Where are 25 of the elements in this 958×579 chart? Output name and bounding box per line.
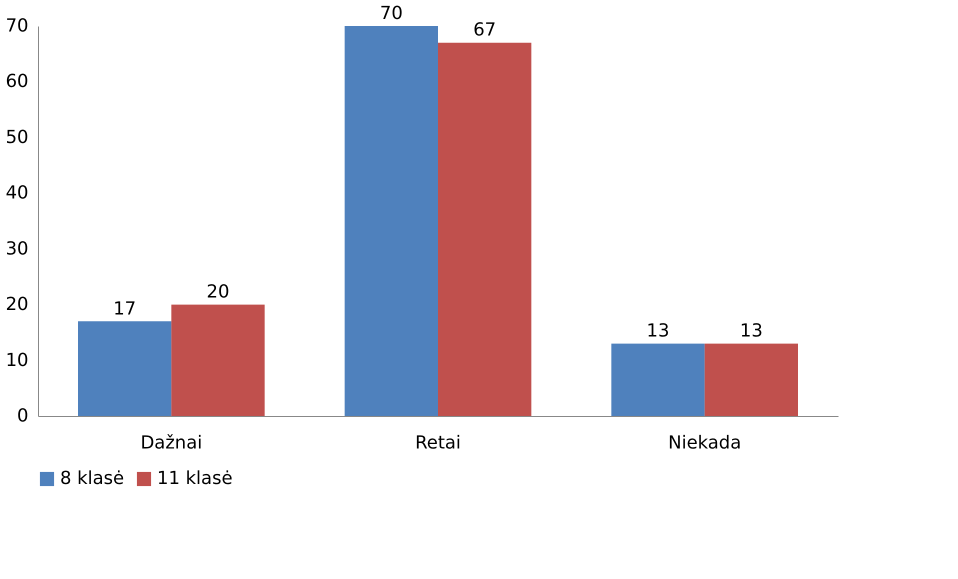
data-label: 13 xyxy=(646,320,670,342)
bar xyxy=(438,42,532,416)
legend-label: 11 klasė xyxy=(157,468,233,489)
legend-label: 8 klasė xyxy=(60,468,124,489)
bar xyxy=(611,344,705,416)
bar xyxy=(344,26,438,416)
x-tick-label: Dažnai xyxy=(140,432,202,454)
y-tick-label: 30 xyxy=(6,238,28,260)
y-tick-label: 50 xyxy=(6,126,28,148)
data-label: 17 xyxy=(113,298,136,320)
y-tick-label: 60 xyxy=(6,71,28,92)
data-label: 67 xyxy=(473,20,496,41)
bar xyxy=(704,344,798,416)
y-tick-label: 40 xyxy=(6,182,28,204)
data-label: 20 xyxy=(206,282,230,303)
x-tick-label: Niekada xyxy=(668,432,742,454)
y-tick-label: 70 xyxy=(6,16,28,36)
bar xyxy=(78,321,172,416)
y-tick-label: 0 xyxy=(17,406,28,426)
y-tick-label: 10 xyxy=(6,350,28,371)
data-label: 13 xyxy=(740,320,763,342)
bar xyxy=(171,304,265,416)
y-tick-label: 20 xyxy=(6,294,28,316)
data-label: 70 xyxy=(380,3,403,24)
x-tick-label: Retai xyxy=(415,432,461,454)
